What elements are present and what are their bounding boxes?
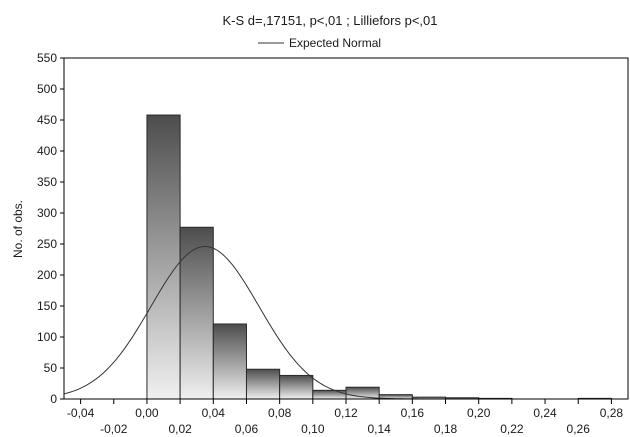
legend-label: Expected Normal <box>289 36 381 50</box>
x-tick-label: 0,02 <box>168 422 192 436</box>
y-tick-label: 200 <box>37 268 57 282</box>
x-tick-label: 0,04 <box>202 406 226 420</box>
histogram-bar <box>312 389 347 400</box>
y-tick-label: 350 <box>37 175 57 189</box>
plot-area: 0 50 100 150 200 250 300 350 400 450 500 550 -0,04 0,… <box>37 51 629 436</box>
x-tick-label: 0,24 <box>533 406 557 420</box>
legend: Expected Normal <box>258 36 381 50</box>
x-tick-label: 0,12 <box>334 406 358 420</box>
y-tick-label: 0 <box>50 392 57 406</box>
x-tick-label: 0,06 <box>235 422 259 436</box>
x-tick-label: 0,22 <box>500 422 524 436</box>
y-tick-label: 150 <box>37 299 57 313</box>
y-tick-label: 450 <box>37 113 57 127</box>
x-tick-label: 0,18 <box>434 422 458 436</box>
y-tick-label: 500 <box>37 82 57 96</box>
x-tick-label: 0,20 <box>467 406 491 420</box>
y-tick-label: 400 <box>37 144 57 158</box>
x-tick-label: -0,02 <box>100 422 128 436</box>
x-tick-label: 0,16 <box>401 406 425 420</box>
histogram-bar <box>212 323 247 400</box>
y-axis-label: No. of obs. <box>11 200 25 258</box>
x-tick-label: 0,14 <box>367 422 391 436</box>
histogram-bar <box>146 114 181 400</box>
x-tick-label: -0,04 <box>67 406 95 420</box>
x-tick-label: 0,08 <box>268 406 292 420</box>
histogram-bar <box>245 368 281 400</box>
histogram-bar <box>279 374 314 400</box>
x-tick-label: 0,10 <box>301 422 325 436</box>
x-tick-label: 0,00 <box>135 406 159 420</box>
x-tick-label: 0,26 <box>567 422 591 436</box>
y-tick-label: 550 <box>37 51 57 65</box>
y-tick-label: 100 <box>37 330 57 344</box>
x-tick-label: 0,28 <box>600 406 624 420</box>
chart-title: K-S d=,17151, p<,01 ; Lilliefors p<,01 <box>222 13 437 28</box>
y-tick-label: 50 <box>44 361 58 375</box>
histogram-bar <box>179 226 214 400</box>
y-tick-label: 250 <box>37 237 57 251</box>
y-tick-label: 300 <box>37 206 57 220</box>
